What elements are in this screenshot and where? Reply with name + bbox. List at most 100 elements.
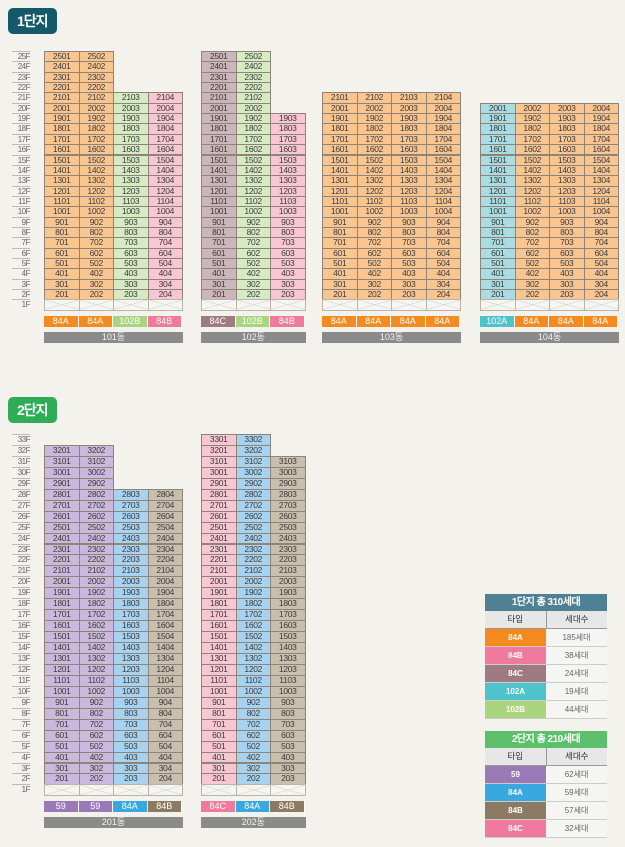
floor-label: 25F (12, 521, 31, 534)
legend-row: 84A 185세대 (485, 629, 607, 647)
unit-type-tag: 84A (44, 315, 79, 327)
legend-count: 24세대 (546, 665, 607, 682)
legend-count: 57세대 (546, 802, 607, 819)
legend-count: 62세대 (546, 766, 607, 783)
pilotis-empty-cell (78, 784, 114, 797)
unit-type-tag: 84A (425, 315, 460, 327)
building-name-label: 201동 (44, 817, 183, 829)
floor-label: 22F (12, 82, 31, 93)
legend-title: 1단지 총 310세대 (485, 594, 607, 611)
floor-label: 9F (12, 696, 31, 709)
unit-type-tag: 84A (583, 315, 618, 327)
unit-type-tag: 84A (78, 315, 113, 327)
legend-row: 84A 59세대 (485, 784, 607, 802)
floor-label: 17F (12, 609, 31, 621)
legend-header-cell: 세대수 (565, 614, 589, 624)
pilotis-empty-cell (549, 299, 585, 311)
unit-type-tag: 84A (235, 801, 270, 813)
floor-label: 32F (12, 444, 31, 457)
unit-type-tag: 84A (356, 315, 391, 327)
pilotis-empty-cell (425, 299, 461, 311)
floor-label: 11F (12, 674, 31, 687)
complex-badge: 1단지 (8, 8, 57, 34)
floor-label: 30F (12, 466, 31, 479)
pilotis-empty-cell (201, 299, 237, 311)
legend-row: 102B 44세대 (485, 701, 607, 719)
floor-label: 3F (12, 278, 31, 290)
legend-type: 84B (485, 802, 546, 819)
unit-type-tag: 84A (113, 801, 148, 813)
building-name-label: 103동 (322, 331, 461, 343)
floor-label: 23F (12, 543, 31, 556)
pilotis-empty-cell (235, 299, 271, 311)
unit-type-tag: 84B (270, 315, 305, 327)
legend-type: 84A (485, 784, 546, 801)
legend-type: 102A (485, 683, 546, 700)
legend-count: 44세대 (546, 701, 607, 718)
legend-row: 84B 57세대 (485, 802, 607, 820)
floor-label: 7F (12, 718, 31, 731)
floor-label: 16F (12, 144, 31, 155)
floor-label: 12F (12, 663, 31, 676)
floor-label: 8F (12, 707, 31, 720)
floor-label: 21F (12, 92, 31, 103)
floor-label: 22F (12, 554, 31, 566)
floor-label: 14F (12, 164, 31, 176)
pilotis-empty-cell (147, 784, 183, 797)
floor-label: 1F (12, 299, 31, 310)
legend-row: 84C 32세대 (485, 820, 607, 838)
pilotis-empty-cell (322, 299, 358, 311)
legend-count: 185세대 (546, 629, 607, 646)
legend-count: 59세대 (546, 784, 607, 801)
floor-label: 24F (12, 532, 31, 545)
unit-type-tag: 84B (147, 315, 182, 327)
legend-count: 32세대 (546, 820, 607, 837)
floor-label: 4F (12, 751, 31, 764)
legend-row: 102A 19세대 (485, 683, 607, 701)
floor-label: 5F (12, 258, 31, 269)
floor-label: 6F (12, 247, 31, 259)
floor-label: 19F (12, 587, 31, 599)
floor-label: 3F (12, 762, 31, 775)
floor-label: 5F (12, 740, 31, 753)
floor-label: 27F (12, 499, 31, 512)
legend-header-cell: 타입 (485, 748, 547, 765)
building-name-label: 101동 (44, 331, 183, 343)
unit-type-tag: 84B (270, 801, 305, 813)
unit-type-tag: 84C (201, 315, 236, 327)
unit-type-tag: 59 (78, 801, 113, 813)
floor-label: 21F (12, 565, 31, 577)
legend-type: 59 (485, 766, 546, 783)
floor-label: 7F (12, 237, 31, 248)
unit-type-tag: 102B (235, 315, 270, 327)
pilotis-empty-cell (480, 299, 516, 311)
floor-label: 11F (12, 195, 31, 207)
floor-label: 2F (12, 773, 31, 785)
building-name-label: 102동 (201, 331, 306, 343)
legend-row: 84B 38세대 (485, 647, 607, 665)
unit-type-tag: 84B (147, 801, 182, 813)
floor-label: 18F (12, 123, 31, 134)
floor-label: 26F (12, 510, 31, 523)
legend-type: 84B (485, 647, 546, 664)
legend-count: 19세대 (546, 683, 607, 700)
floor-label: 31F (12, 455, 31, 468)
legend-type: 84C (485, 665, 546, 682)
pilotis-empty-cell (113, 299, 149, 311)
unit-type-tag: 84A (391, 315, 426, 327)
unit-type-tag: 84A (514, 315, 549, 327)
legend-header-cell: 세대수 (565, 751, 589, 761)
pilotis-empty-cell (147, 299, 183, 311)
floor-label: 10F (12, 206, 31, 217)
floor-label: 20F (12, 576, 31, 588)
floor-label: 12F (12, 185, 31, 197)
building-name-label: 104동 (480, 331, 619, 343)
pilotis-empty-cell (78, 299, 114, 311)
floor-label: 14F (12, 642, 31, 654)
floor-label: 20F (12, 102, 31, 114)
pilotis-empty-cell (44, 784, 80, 797)
unit-type-tag: 59 (44, 801, 79, 813)
floor-label: 10F (12, 685, 31, 698)
legend-title: 2단지 총 210세대 (485, 731, 607, 748)
floor-label: 16F (12, 620, 31, 632)
